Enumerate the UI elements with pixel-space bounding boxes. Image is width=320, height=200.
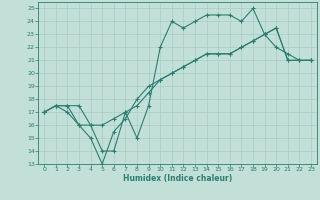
X-axis label: Humidex (Indice chaleur): Humidex (Indice chaleur) [123, 174, 232, 183]
